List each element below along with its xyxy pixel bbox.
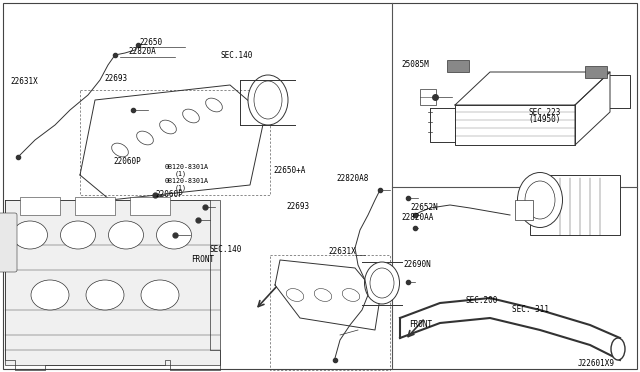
FancyBboxPatch shape — [0, 213, 17, 272]
Ellipse shape — [205, 98, 222, 112]
Text: (1): (1) — [175, 170, 187, 177]
Text: SEC. 311: SEC. 311 — [512, 305, 549, 314]
Text: FRONT: FRONT — [410, 320, 433, 329]
Bar — [5, 200, 220, 365]
Ellipse shape — [109, 221, 143, 249]
Text: 22820A8: 22820A8 — [336, 174, 369, 183]
Ellipse shape — [525, 181, 555, 219]
Ellipse shape — [141, 280, 179, 310]
Text: 22693: 22693 — [104, 74, 127, 83]
Text: SEC.140: SEC.140 — [221, 51, 253, 60]
Text: (14950): (14950) — [529, 115, 561, 124]
Ellipse shape — [611, 338, 625, 360]
Ellipse shape — [518, 173, 563, 228]
Bar — [75, 197, 115, 215]
Ellipse shape — [137, 131, 154, 145]
Ellipse shape — [254, 81, 282, 119]
Ellipse shape — [157, 221, 191, 249]
Ellipse shape — [342, 289, 360, 301]
Bar — [515, 200, 533, 220]
Ellipse shape — [286, 289, 304, 301]
Text: 0B120-8301A: 0B120-8301A — [165, 178, 209, 184]
Text: FRONT: FRONT — [191, 255, 214, 264]
Text: 25085M: 25085M — [402, 60, 429, 69]
Bar — [20, 197, 60, 215]
Text: 22650+A: 22650+A — [273, 166, 306, 174]
Bar — [447, 60, 469, 72]
Text: J22601X9: J22601X9 — [577, 359, 614, 368]
Bar — [130, 197, 170, 215]
Text: 22631X: 22631X — [328, 247, 356, 256]
Ellipse shape — [159, 120, 177, 134]
Ellipse shape — [13, 221, 47, 249]
Text: 22060P: 22060P — [156, 190, 183, 199]
Ellipse shape — [111, 143, 129, 157]
Ellipse shape — [182, 109, 199, 123]
Text: 22631X: 22631X — [10, 77, 38, 86]
Text: SEC.140: SEC.140 — [210, 245, 243, 254]
Ellipse shape — [61, 221, 95, 249]
Text: 22820A: 22820A — [128, 47, 156, 56]
Ellipse shape — [86, 280, 124, 310]
Ellipse shape — [365, 262, 399, 304]
Ellipse shape — [248, 75, 288, 125]
Ellipse shape — [31, 280, 69, 310]
Text: 22650: 22650 — [140, 38, 163, 46]
Text: 22690N: 22690N — [403, 260, 431, 269]
Text: SEC.223: SEC.223 — [529, 108, 561, 117]
Text: 22652N: 22652N — [411, 203, 438, 212]
Bar — [530, 175, 620, 235]
Bar — [420, 89, 436, 105]
Text: SEC.200: SEC.200 — [466, 296, 499, 305]
Text: 22820AA: 22820AA — [402, 213, 435, 222]
Text: 22060P: 22060P — [114, 157, 141, 166]
Ellipse shape — [370, 268, 394, 298]
Ellipse shape — [314, 289, 332, 301]
Text: 0B120-8301A: 0B120-8301A — [165, 164, 209, 170]
Text: 22693: 22693 — [287, 202, 310, 211]
Bar — [585, 66, 607, 78]
Text: (1): (1) — [175, 184, 187, 191]
